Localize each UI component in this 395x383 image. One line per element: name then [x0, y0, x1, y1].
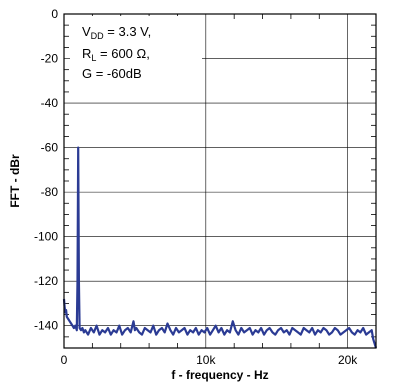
plot-frame	[63, 13, 377, 349]
y-tick-label: -140	[34, 319, 58, 333]
annotation-vdd-sub: DD	[91, 31, 104, 41]
annotation-rl-main: R	[82, 46, 91, 61]
x-axis-title: f - frequency - Hz	[171, 368, 268, 382]
x-tick-labels: 0 10k 20k	[61, 353, 359, 367]
annotation-vdd-rest: = 3.3 V,	[104, 24, 152, 39]
y-tick-label: -80	[41, 185, 59, 199]
x-tick-label: 10k	[196, 353, 216, 367]
annotation-gain: G = -60dB	[82, 66, 142, 81]
y-tick-label: -20	[41, 52, 59, 66]
y-tick-label: 0	[51, 7, 58, 21]
grid-lines	[64, 14, 376, 348]
annotation-text: VDD = 3.3 V, RL = 600 Ω, G = -60dB	[82, 24, 151, 81]
x-tick-label: 20k	[338, 353, 358, 367]
y-tick-label: -120	[34, 274, 58, 288]
x-tick-label: 0	[61, 353, 68, 367]
annotation-rl-rest: = 600 Ω,	[96, 46, 149, 61]
y-tick-label: -60	[41, 141, 59, 155]
y-axis-title: FFT - dBr	[8, 154, 22, 208]
annotation-rl: RL = 600 Ω,	[82, 46, 150, 63]
fft-series-line	[62, 146, 378, 349]
y-tick-labels: 0 -20 -40 -60 -80 -100 -120 -140	[34, 7, 58, 333]
annotation-vdd-main: V	[82, 24, 91, 39]
annotation-rl-sub: L	[91, 53, 96, 63]
annotation-vdd: VDD = 3.3 V,	[82, 24, 151, 41]
annotation-box	[70, 16, 202, 82]
y-tick-label: -100	[34, 230, 58, 244]
y-tick-label: -40	[41, 96, 59, 110]
